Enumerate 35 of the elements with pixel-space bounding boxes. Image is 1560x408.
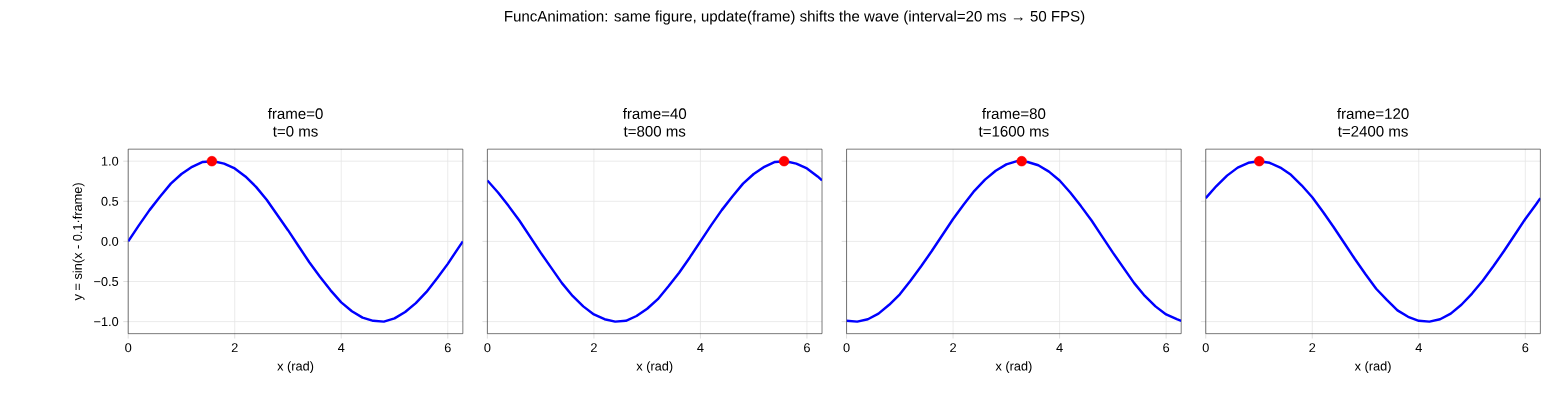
x-axis-title: x (rad) <box>277 361 314 373</box>
y-tick-label: −1.0 <box>94 317 119 327</box>
y-tick-label: 0.5 <box>101 196 119 206</box>
y-tick-label: 1.0 <box>101 156 119 166</box>
x-tick-label: 2 <box>950 343 956 352</box>
x-axis-title: x (rad) <box>1354 361 1391 373</box>
y-tick-label: 0.0 <box>101 236 119 246</box>
text: FuncAnimation: same figure, update(frame) shifts the wave (interval=20 ms → 50 FPS) <box>505 10 1085 25</box>
chart-subtitle: t=0 ms <box>272 125 318 137</box>
chart-title: frame=40 <box>622 107 687 119</box>
y-axis-title: y = sin(x - 0.1·frame) <box>72 183 85 301</box>
x-tick-label: 2 <box>231 343 238 352</box>
x-tick-label: 6 <box>1163 343 1170 353</box>
x-tick-label: 6 <box>1522 343 1529 353</box>
x-tick-label: 4 <box>697 343 704 352</box>
x-tick-label: 0 <box>484 343 491 353</box>
x-axis-title: x (rad) <box>995 361 1032 373</box>
x-tick-label: 6 <box>804 343 810 353</box>
x-tick-label: 0 <box>125 343 132 353</box>
x-axis-title: x (rad) <box>636 361 673 373</box>
x-tick-label: 0 <box>843 343 850 353</box>
x-tick-label: 0 <box>1202 343 1209 353</box>
chart-title: frame=0 <box>267 107 323 119</box>
x-tick-label: 4 <box>1056 343 1063 352</box>
x-tick-label: 4 <box>337 343 345 352</box>
chart-subtitle: t=1600 ms <box>978 125 1049 137</box>
chart-subtitle: t=800 ms <box>623 125 686 137</box>
x-tick-label: 2 <box>1309 343 1316 352</box>
chart-title: frame=80 <box>982 107 1046 119</box>
chart-title: frame=120 <box>1337 107 1409 119</box>
y-tick-label: −0.5 <box>94 276 119 286</box>
x-tick-label: 6 <box>444 343 451 353</box>
x-tick-label: 4 <box>1415 343 1422 352</box>
x-tick-label: 2 <box>591 343 597 352</box>
chart-subtitle: t=2400 ms <box>1337 125 1408 137</box>
